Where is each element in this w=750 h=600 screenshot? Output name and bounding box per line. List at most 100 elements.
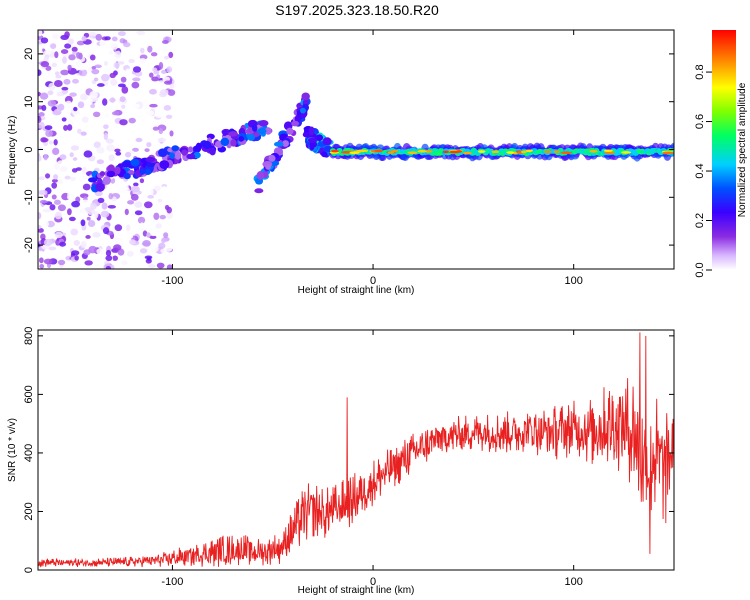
spectrogram-blob bbox=[65, 100, 72, 108]
spectrogram-blob bbox=[131, 81, 140, 89]
spectrogram-blob bbox=[143, 201, 153, 209]
spectrogram-blob bbox=[174, 151, 182, 160]
spectrogram-blob bbox=[87, 219, 96, 228]
spectrogram-blob bbox=[130, 212, 136, 218]
spectrogram-blob bbox=[93, 77, 99, 82]
spectrogram-blob bbox=[123, 172, 131, 180]
colorbar-tick-label: 0.6 bbox=[694, 114, 706, 129]
spectrogram-blob bbox=[119, 96, 126, 103]
spectrogram-blob bbox=[109, 97, 116, 103]
spectrogram-blob bbox=[181, 149, 188, 156]
spectrogram-blob bbox=[167, 89, 176, 96]
spectrogram-blob bbox=[146, 110, 155, 116]
spectrogram-blob bbox=[69, 92, 77, 97]
spectrogram-blob bbox=[51, 194, 57, 200]
snr-frame bbox=[37, 329, 675, 571]
spectrogram-blob bbox=[48, 246, 57, 251]
spectrogram-blob bbox=[118, 31, 126, 37]
spectrogram-blob bbox=[103, 61, 108, 66]
spectrogram-blob bbox=[48, 82, 56, 91]
spectrogram-blob bbox=[149, 88, 157, 95]
spectrogram-blob bbox=[73, 239, 80, 246]
spectrogram-blob bbox=[125, 68, 131, 75]
spectrogram-blob bbox=[286, 127, 294, 135]
spectrogram-blob bbox=[38, 155, 42, 162]
snr-y-tick-label: 400 bbox=[23, 444, 35, 462]
spectrogram-blob bbox=[130, 158, 140, 167]
snr-y-label: SNR (10 * v/v) bbox=[7, 418, 18, 482]
spectrogram-blob bbox=[96, 83, 105, 87]
spectrogram-blob bbox=[140, 37, 146, 43]
spectrogram-blob bbox=[38, 69, 42, 77]
spectrogram-blob bbox=[340, 151, 352, 154]
spectrogram-blob bbox=[118, 187, 126, 194]
spectrogram-blob bbox=[299, 107, 306, 114]
spectrogram-blob bbox=[70, 228, 79, 236]
spectrogram-blob bbox=[114, 224, 123, 232]
spectrogram-blob bbox=[247, 134, 255, 141]
spectrogram-y-tick-label: -10 bbox=[23, 189, 35, 205]
spectrogram-blob bbox=[81, 116, 89, 123]
spectrogram-blob bbox=[69, 152, 74, 158]
spectrogram-blob bbox=[163, 80, 173, 85]
spectrogram-blob bbox=[50, 43, 57, 49]
spectrogram-blob bbox=[106, 144, 115, 152]
spectrogram-blob bbox=[268, 154, 276, 162]
spectrogram-blob bbox=[374, 149, 384, 153]
spectrogram-blob bbox=[99, 40, 107, 48]
spectrogram-blob bbox=[128, 239, 136, 245]
spectrogram-blob bbox=[80, 93, 88, 101]
spectrogram-blob bbox=[63, 78, 71, 85]
colorbar-tick-label: 0.4 bbox=[694, 163, 706, 178]
spectrogram-blob bbox=[159, 160, 170, 170]
spectrogram-blob bbox=[102, 227, 110, 235]
spectrogram-blob bbox=[72, 157, 78, 161]
spectrogram-blob bbox=[105, 265, 112, 269]
spectrogram-blob bbox=[100, 210, 110, 218]
snr-y-tick-label: 600 bbox=[23, 385, 35, 403]
spectrogram-blob bbox=[90, 103, 96, 109]
spectrogram-blob bbox=[51, 62, 58, 67]
snr-series-line bbox=[38, 332, 674, 568]
spectrogram-blob bbox=[73, 106, 78, 112]
spectrogram-x-label: Height of straight line (km) bbox=[298, 285, 415, 296]
spectrogram-blob bbox=[662, 151, 674, 155]
spectrogram-blob bbox=[75, 60, 83, 68]
spectrogram-blob bbox=[71, 46, 78, 53]
spectrogram-blob bbox=[152, 126, 159, 131]
spectrogram-blob bbox=[57, 103, 65, 111]
spectrogram-blob bbox=[122, 160, 131, 168]
spectrogram-blob bbox=[45, 173, 51, 179]
spectrogram-blob bbox=[133, 103, 140, 109]
spectrogram-blob bbox=[162, 185, 167, 192]
spectrogram-blob bbox=[84, 207, 93, 212]
spectrogram-blob bbox=[156, 262, 165, 269]
spectrogram-blob bbox=[47, 90, 54, 96]
spectrogram-blob bbox=[53, 199, 61, 205]
spectrogram-blob bbox=[132, 77, 141, 82]
spectrogram-blob bbox=[301, 92, 310, 101]
spectrogram-blob bbox=[57, 179, 64, 184]
spectrogram-blob bbox=[93, 141, 101, 149]
spectrogram-blob bbox=[149, 103, 158, 108]
spectrogram-blob bbox=[39, 199, 48, 204]
spectrogram-blob bbox=[91, 66, 97, 70]
spectrogram-blob bbox=[165, 245, 173, 252]
spectrogram-blob bbox=[87, 66, 93, 72]
colorbar: 0.0 0.2 0.4 0.6 0.8 Normalized spectral ampl… bbox=[694, 30, 748, 278]
spectrogram-blob bbox=[163, 232, 169, 238]
spectrogram-blob bbox=[121, 260, 128, 266]
spectrogram-blob bbox=[127, 200, 135, 205]
spectrogram-blob bbox=[59, 154, 67, 160]
spectrogram-blob bbox=[195, 142, 202, 152]
spectrogram-blob bbox=[86, 216, 91, 221]
spectrogram-blob bbox=[43, 238, 53, 247]
spectrogram-blob bbox=[59, 241, 67, 247]
spectrogram-blob bbox=[107, 204, 117, 209]
spectrogram-blob bbox=[39, 264, 45, 269]
spectrogram-blob bbox=[258, 120, 269, 127]
spectrogram-blob bbox=[166, 66, 173, 73]
snr-x-tick-label: -100 bbox=[161, 576, 183, 588]
spectrogram-blob bbox=[273, 141, 284, 147]
spectrogram-blob bbox=[68, 54, 76, 61]
